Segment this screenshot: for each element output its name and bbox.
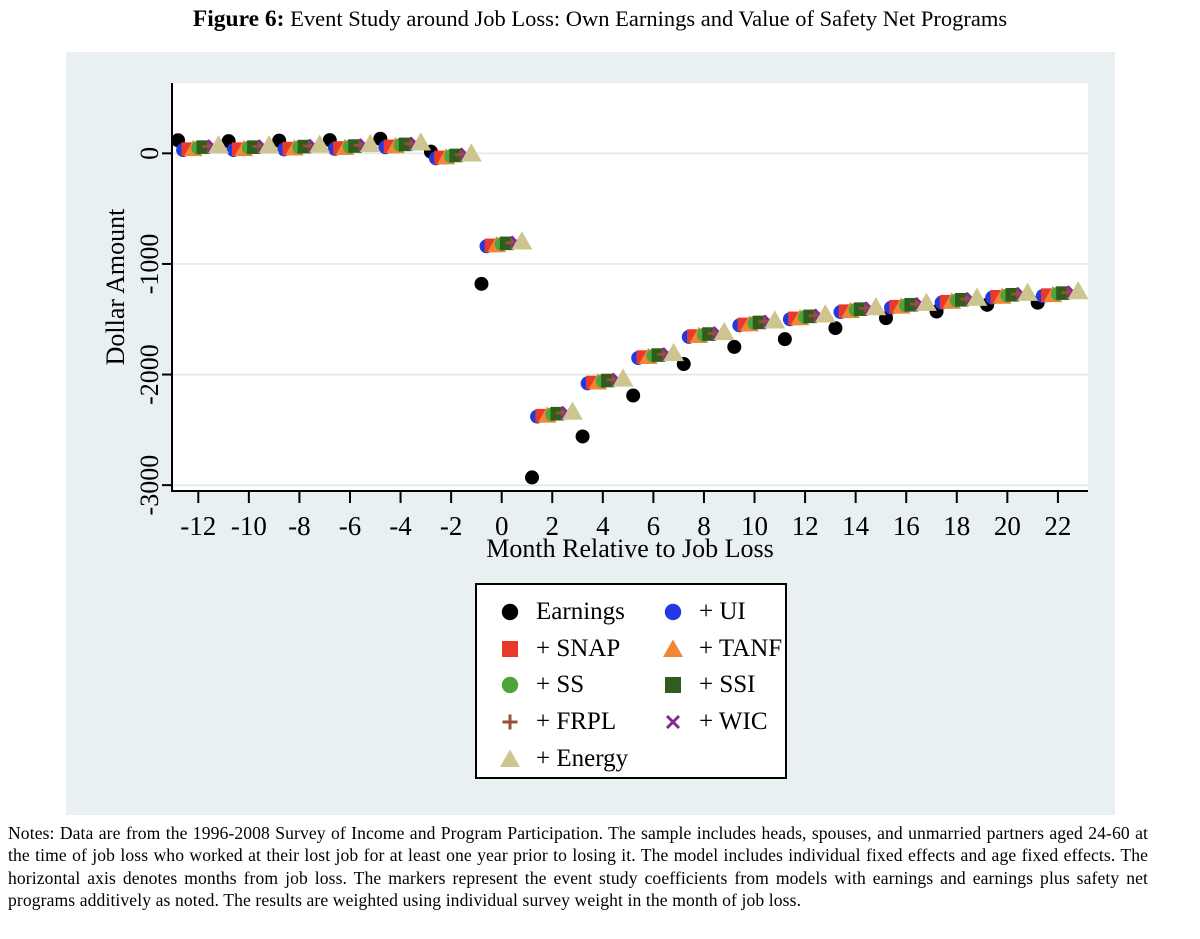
legend-item-frpl: + FRPL (497, 708, 660, 736)
plus-marker-icon (502, 714, 518, 730)
legend-item-snap: + SNAP (497, 635, 660, 663)
legend-item-ss: + SS (497, 671, 660, 699)
legend-item-tanf: + TANF (660, 635, 785, 663)
legend: Earnings + UI + SNAP + TANF + SS + SSI + FRPL +… (475, 583, 787, 779)
svg-text:12: 12 (792, 511, 819, 541)
event-study-chart: 0 -1000 -2000 -3000 -12 -10 -8 -6 -4 -2 0 2 4 6 8 10 12 1… (101, 83, 1089, 563)
svg-text:2: 2 (546, 511, 560, 541)
legend-item-energy: + Energy (497, 745, 660, 773)
triangle-marker-icon (500, 749, 520, 767)
legend-label-snap: + SNAP (536, 634, 621, 662)
x-tick-labels: -12 -10 -8 -6 -4 -2 0 2 4 6 8 10 12 14 16 18 20 22 (180, 491, 1071, 541)
legend-label-ssi: + SSI (699, 671, 756, 699)
svg-text:20: 20 (994, 511, 1021, 541)
svg-text:-12: -12 (180, 511, 216, 541)
legend-label-ui: + UI (699, 598, 746, 626)
series-energy (208, 132, 1089, 420)
square-marker-icon (665, 677, 681, 694)
circle-marker-icon (501, 677, 519, 694)
svg-text:-10: -10 (231, 511, 267, 541)
legend-label-wic: + WIC (699, 708, 768, 736)
legend-label-ss: + SS (536, 671, 585, 699)
svg-text:16: 16 (893, 511, 920, 541)
svg-text:8: 8 (697, 511, 711, 541)
legend-item-ui: + UI (660, 598, 785, 626)
legend-label-tanf: + TANF (699, 634, 783, 662)
legend-label-earnings: Earnings (536, 598, 625, 626)
figure-panel: 0 -1000 -2000 -3000 -12 -10 -8 -6 -4 -2 0 2 4 6 8 10 12 1… (66, 52, 1115, 815)
svg-text:-3000: -3000 (135, 455, 164, 516)
legend-item-wic: + WIC (660, 708, 785, 736)
svg-text:22: 22 (1044, 511, 1071, 541)
svg-text:-1000: -1000 (135, 234, 164, 295)
x-marker-icon (665, 715, 681, 730)
triangle-marker-icon (663, 639, 683, 657)
svg-text:6: 6 (647, 511, 661, 541)
svg-text:0: 0 (495, 511, 509, 541)
series-earnings (171, 131, 1045, 485)
svg-text:-6: -6 (339, 511, 362, 541)
circle-marker-icon (501, 604, 519, 621)
x-axis-label: Month Relative to Job Loss (486, 534, 773, 563)
svg-text:10: 10 (741, 511, 768, 541)
circle-marker-icon (664, 604, 682, 621)
svg-text:4: 4 (596, 511, 610, 541)
y-axis-label: Dollar Amount (101, 208, 130, 365)
legend-label-energy: + Energy (536, 744, 629, 772)
y-tick-labels: 0 -1000 -2000 -3000 (135, 147, 172, 516)
figure-title: Figure 6: Event Study around Job Loss: O… (0, 5, 1200, 33)
figure-notes: Notes: Data are from the 1996-2008 Surve… (8, 823, 1148, 911)
svg-text:-2: -2 (440, 511, 463, 541)
y-gridlines (172, 152, 1088, 486)
svg-text:-4: -4 (389, 511, 412, 541)
svg-text:-2000: -2000 (135, 344, 164, 405)
svg-text:-8: -8 (288, 511, 311, 541)
square-marker-icon (502, 640, 518, 657)
figure-number: Figure 6: (192, 6, 285, 32)
figure-title-text: Event Study around Job Loss: Own Earning… (284, 6, 1008, 31)
legend-label-frpl: + FRPL (536, 708, 617, 736)
svg-text:14: 14 (842, 511, 870, 541)
svg-text:18: 18 (943, 511, 970, 541)
legend-item-ssi: + SSI (660, 671, 785, 699)
svg-text:0: 0 (135, 147, 164, 160)
legend-item-earnings: Earnings (497, 598, 660, 626)
